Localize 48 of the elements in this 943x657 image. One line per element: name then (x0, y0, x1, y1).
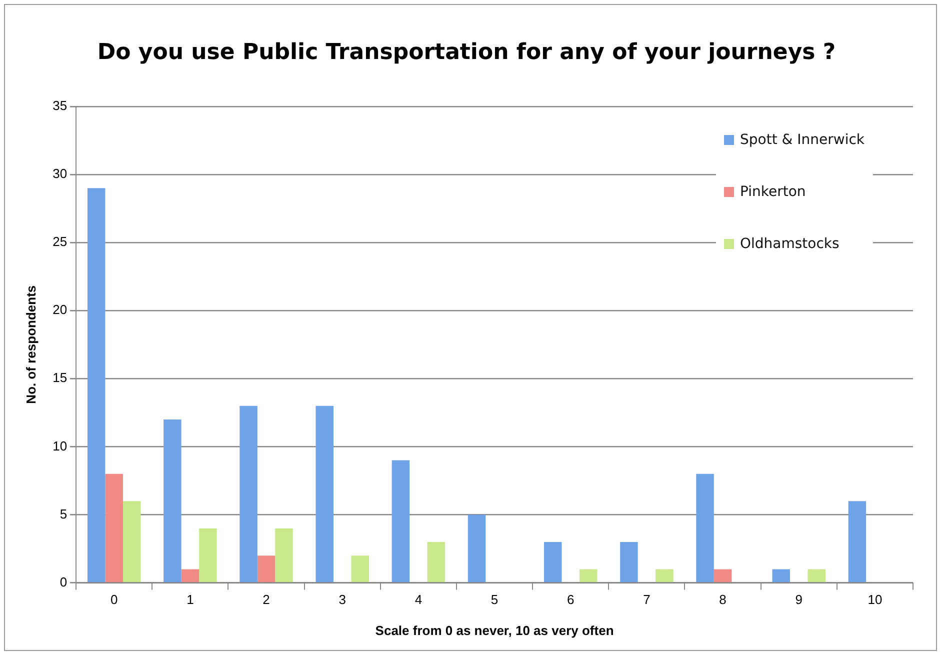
bar (772, 569, 790, 582)
bar (620, 542, 638, 582)
bar (714, 569, 732, 582)
legend-label: Pinkerton (740, 184, 806, 200)
bar (257, 556, 276, 582)
legend-label: Spott & Innerwick (740, 132, 865, 148)
bar (164, 419, 182, 582)
bar (316, 406, 334, 582)
y-tick-label: 20 (52, 302, 68, 318)
x-tick-label: 4 (414, 592, 422, 608)
bar (351, 556, 369, 582)
y-tick-label: 5 (60, 506, 68, 522)
bar (122, 501, 141, 582)
bar (181, 569, 200, 582)
bar (392, 460, 410, 582)
y-tick-label: 35 (52, 98, 68, 113)
bar (275, 528, 293, 582)
bar (808, 569, 826, 582)
bar (105, 474, 123, 582)
bar (427, 542, 446, 582)
y-tick-label: 0 (60, 574, 68, 590)
x-tick-label: 6 (567, 592, 574, 608)
x-tick-label: 9 (795, 592, 802, 608)
chart-title: Do you use Public Transportation for any of your journeys ? (97, 40, 836, 65)
x-tick-label: 10 (868, 592, 882, 608)
y-tick-label: 15 (52, 370, 68, 386)
x-tick-label: 7 (643, 592, 650, 608)
legend-label: Oldhamstocks (740, 236, 840, 252)
y-tick-label: 25 (52, 234, 68, 250)
y-tick-label: 30 (52, 166, 68, 182)
bar (87, 188, 106, 582)
x-tick-label: 2 (262, 592, 270, 608)
x-tick-label: 1 (186, 592, 194, 608)
bar (240, 406, 258, 582)
bar (468, 514, 486, 582)
x-tick-label: 8 (719, 592, 726, 608)
y-tick-label: 10 (52, 438, 68, 454)
bar (696, 474, 714, 582)
bar (199, 528, 217, 582)
bar (656, 569, 674, 582)
x-tick-label: 5 (490, 592, 498, 608)
x-tick-label: 0 (110, 592, 118, 608)
bar (848, 501, 866, 582)
x-axis-title: Scale from 0 as never, 10 as very often (375, 622, 614, 638)
bar (544, 542, 562, 582)
x-tick-label: 3 (338, 592, 346, 608)
bar (579, 569, 598, 582)
y-axis-title: No. of respondents (23, 285, 38, 404)
